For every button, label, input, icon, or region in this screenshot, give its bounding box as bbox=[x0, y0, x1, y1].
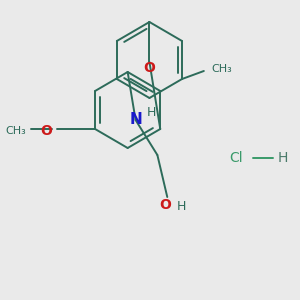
Text: O: O bbox=[143, 61, 155, 75]
Text: CH₃: CH₃ bbox=[212, 64, 232, 74]
Text: O: O bbox=[159, 198, 171, 212]
Text: N: N bbox=[129, 112, 142, 128]
Text: H: H bbox=[147, 106, 156, 118]
Text: H: H bbox=[176, 200, 186, 214]
Text: Cl: Cl bbox=[229, 151, 242, 165]
Text: O: O bbox=[40, 124, 52, 138]
Text: CH₃: CH₃ bbox=[5, 126, 26, 136]
Text: H: H bbox=[278, 151, 288, 165]
